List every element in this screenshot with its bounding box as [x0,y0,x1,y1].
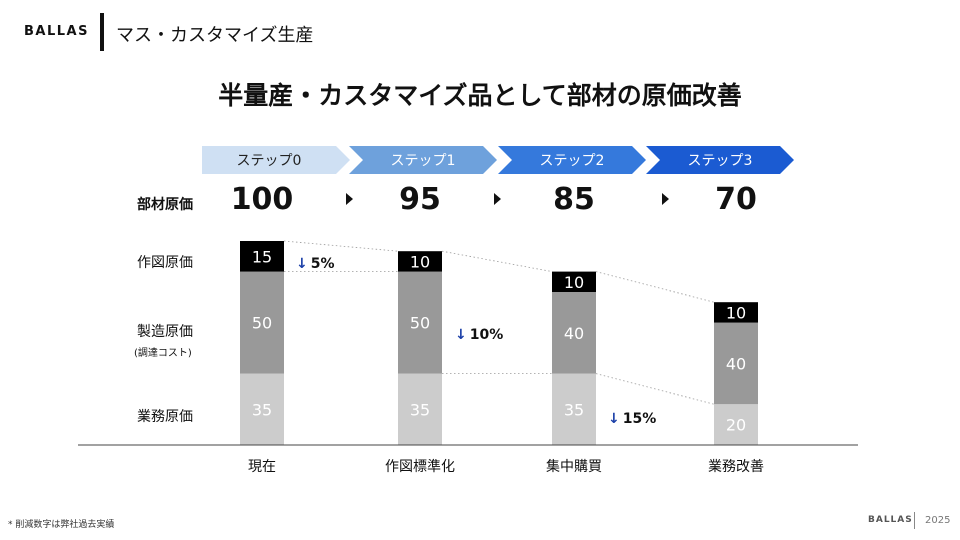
reduction-annotation-2: ↓ 15% [608,411,656,427]
step-arrow-icon [494,193,501,205]
bar-segment-2-0 [240,241,284,272]
row-label-parts-cost: 部材原価 [137,197,193,213]
bar-value-label: 20 [726,416,746,435]
total-value-step-3: 70 [715,182,757,217]
connector-business-drop [595,373,715,405]
bar-segment-2-2 [552,271,596,292]
footnote: * 削減数字は弊社過去実績 [8,520,115,530]
step-arrow-icon [346,193,353,205]
step-chevron-3 [646,146,794,174]
step-label-3: ステップ3 [688,153,753,169]
bar-segment-0-2 [552,373,596,445]
bar-segment-0-3 [714,404,758,445]
footer-brand: BALLAS [868,515,913,525]
bar-value-label: 10 [726,303,746,322]
bar-segment-1-2 [552,292,596,374]
reduction-percent: 5% [311,256,335,272]
bar-value-label: 10 [410,252,430,271]
category-label-business-improvement: 業務改善 [708,459,764,475]
bar-segment-1-0 [240,271,284,374]
bar-value-label: 35 [410,400,430,419]
page-title: 半量産・カスタマイズ品として部材の原価改善 [218,81,742,110]
section-title: マス・カスタマイズ生産 [116,25,314,46]
bar-value-label: 15 [252,247,272,266]
category-label-drawing-standardization: 作図標準化 [385,459,455,475]
step-chevron-2 [498,146,646,174]
row-label-design-cost: 作図原価 [137,255,193,271]
category-label-current: 現在 [248,459,276,475]
row-label-manufacturing-cost: 製造原価 [137,324,193,340]
header-divider [100,13,104,51]
brand-logo: BALLAS [24,24,89,39]
bar-value-label: 40 [726,354,746,373]
footer-divider [914,512,915,529]
bar-value-label: 50 [410,314,430,333]
bar-value-label: 50 [252,314,272,333]
bar-segment-2-1 [398,251,442,272]
bar-segment-0-1 [398,373,442,445]
footer-year: 2025 [925,515,951,526]
reduction-percent: 10% [470,327,504,343]
step-chevron-1 [349,146,497,174]
bar-segment-1-3 [714,322,758,405]
bar-value-label: 40 [564,324,584,343]
total-value-step-0: 100 [230,182,294,217]
connector-design-top [283,240,399,252]
bar-value-label: 35 [564,400,584,419]
row-label-manufacturing-sub: (調達コスト) [134,348,192,359]
reduction-annotation-0: ↓ 5% [296,256,335,272]
bar-value-label: 10 [564,273,584,292]
bar-segment-1-1 [398,271,442,374]
step-arrow-icon [662,193,669,205]
total-value-step-2: 85 [553,182,595,217]
reduction-percent: 15% [623,411,657,427]
bar-segment-0-0 [240,373,284,445]
connector-mfg-top [441,250,553,272]
down-arrow-icon: ↓ [296,256,308,272]
total-value-step-1: 95 [399,182,441,217]
step-chevron-0 [202,146,350,174]
step-label-2: ステップ2 [540,153,605,169]
connector-business-top [595,271,715,303]
step-label-0: ステップ0 [237,153,302,169]
reduction-annotation-1: ↓ 10% [455,327,503,343]
row-label-business-cost: 業務原価 [137,409,193,425]
step-label-1: ステップ1 [391,153,456,169]
down-arrow-icon: ↓ [455,327,467,343]
category-label-central-purchasing: 集中購買 [546,459,602,475]
down-arrow-icon: ↓ [608,411,620,427]
bar-value-label: 35 [252,400,272,419]
bar-segment-2-3 [714,302,758,323]
